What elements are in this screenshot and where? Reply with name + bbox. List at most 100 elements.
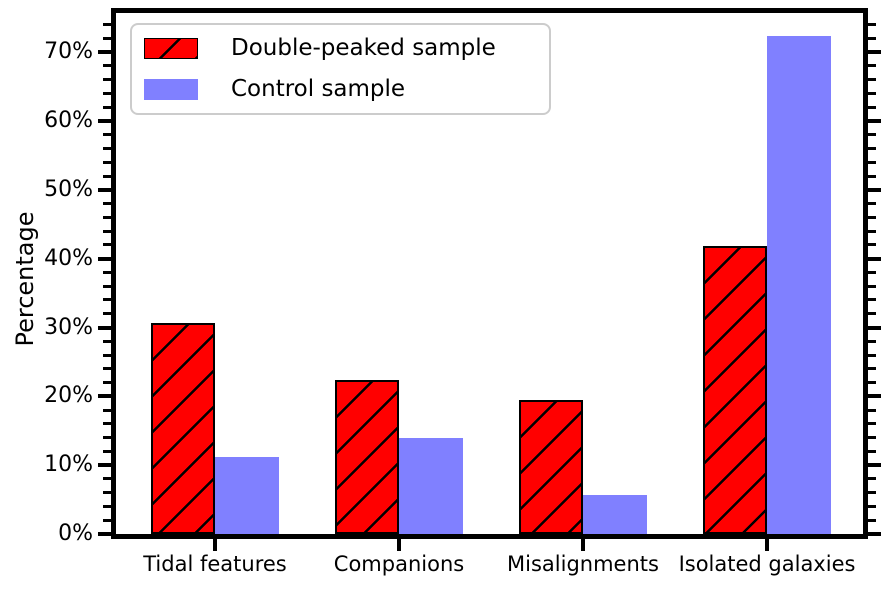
y-major-tick-right: [868, 463, 881, 468]
bar-control-sample-companions: [399, 437, 463, 534]
y-minor-tick-right: [868, 353, 876, 357]
x-tick-label-isolated-galaxies: Isolated galaxies: [678, 552, 856, 576]
y-major-tick-left: [98, 325, 111, 330]
y-tick-label: 50%: [44, 176, 93, 202]
bar-control-sample-tidal-features: [215, 456, 279, 534]
y-major-tick-right: [868, 325, 881, 330]
y-major-tick-left: [98, 394, 111, 399]
bar-double-peaked-sample-companions: [335, 379, 399, 534]
y-minor-tick-right: [868, 160, 876, 164]
y-minor-tick-right: [868, 284, 876, 288]
y-minor-tick-right: [868, 36, 876, 40]
y-major-tick-left: [98, 187, 111, 192]
bar-double-peaked-sample-tidal-features: [151, 323, 215, 534]
y-major-tick-left: [98, 463, 111, 468]
legend-label-control-sample: Control sample: [231, 76, 406, 102]
y-minor-tick-left: [103, 92, 111, 96]
y-minor-tick-right: [868, 477, 876, 481]
x-tick-label-tidal-features: Tidal features: [143, 552, 287, 576]
y-minor-tick-right: [868, 174, 876, 178]
y-major-tick-right: [868, 532, 881, 536]
y-minor-tick-left: [103, 408, 111, 412]
y-minor-tick-left: [103, 339, 111, 343]
y-major-tick-right: [868, 50, 881, 55]
y-minor-tick-right: [868, 105, 876, 109]
bar-control-sample-isolated-galaxies: [767, 36, 831, 534]
y-tick-label: 70%: [44, 39, 93, 65]
y-tick-label: 0%: [58, 521, 93, 546]
x-tick-label-companions: Companions: [333, 552, 465, 576]
bar-double-peaked-sample-misalignments: [519, 400, 583, 534]
y-major-tick-right: [868, 187, 881, 192]
y-minor-tick-left: [103, 36, 111, 40]
y-minor-tick-left: [103, 436, 111, 440]
y-minor-tick-left: [103, 422, 111, 426]
y-minor-tick-right: [868, 147, 876, 151]
y-minor-tick-right: [868, 312, 876, 316]
legend-swatch-control-sample: [144, 79, 198, 100]
y-major-tick-left: [98, 119, 111, 124]
legend-label-double-peaked-sample: Double-peaked sample: [231, 35, 496, 61]
y-minor-tick-left: [103, 353, 111, 357]
y-minor-tick-left: [103, 64, 111, 68]
y-minor-tick-right: [868, 422, 876, 426]
bar-control-sample-misalignments: [583, 495, 647, 534]
y-minor-tick-left: [103, 105, 111, 109]
legend-swatch-double-peaked-sample: [144, 38, 198, 59]
y-minor-tick-right: [868, 92, 876, 96]
legend: Double-peaked sample Control sample: [130, 23, 551, 115]
y-minor-tick-right: [868, 243, 876, 247]
y-minor-tick-right: [868, 449, 876, 453]
y-major-tick-right: [868, 256, 881, 261]
y-minor-tick-right: [868, 215, 876, 219]
y-minor-tick-right: [868, 518, 876, 522]
y-minor-tick-right: [868, 504, 876, 508]
y-minor-tick-right: [868, 133, 876, 137]
y-minor-tick-right: [868, 78, 876, 82]
y-minor-tick-left: [103, 229, 111, 233]
legend-item-control-sample: Control sample: [144, 77, 549, 102]
y-tick-label: 20%: [44, 383, 93, 409]
y-minor-tick-right: [868, 408, 876, 412]
y-minor-tick-left: [103, 23, 111, 27]
y-minor-tick-left: [103, 133, 111, 137]
y-major-tick-left: [98, 50, 111, 55]
legend-item-double-peaked-sample: Double-peaked sample: [144, 36, 549, 61]
y-minor-tick-left: [103, 491, 111, 495]
y-minor-tick-right: [868, 270, 876, 274]
y-minor-tick-left: [103, 284, 111, 288]
y-minor-tick-left: [103, 298, 111, 302]
y-minor-tick-right: [868, 381, 876, 385]
y-minor-tick-left: [103, 381, 111, 385]
y-minor-tick-left: [103, 504, 111, 508]
y-major-tick-right: [868, 394, 881, 399]
y-minor-tick-left: [103, 477, 111, 481]
y-minor-tick-right: [868, 64, 876, 68]
y-minor-tick-left: [103, 270, 111, 274]
y-minor-tick-right: [868, 367, 876, 371]
y-minor-tick-left: [103, 243, 111, 247]
y-minor-tick-right: [868, 298, 876, 302]
y-major-tick-left: [98, 532, 111, 536]
bar-double-peaked-sample-isolated-galaxies: [703, 246, 767, 534]
y-minor-tick-left: [103, 367, 111, 371]
y-tick-label: 40%: [44, 245, 93, 271]
y-minor-tick-right: [868, 23, 876, 27]
x-major-tick: [581, 539, 585, 551]
y-tick-label: 10%: [44, 452, 93, 478]
y-minor-tick-left: [103, 147, 111, 151]
y-tick-label: 60%: [44, 108, 93, 134]
y-minor-tick-right: [868, 229, 876, 233]
y-minor-tick-left: [103, 78, 111, 82]
y-minor-tick-right: [868, 491, 876, 495]
y-minor-tick-left: [103, 312, 111, 316]
x-tick-label-misalignments: Misalignments: [507, 552, 659, 576]
x-major-tick: [397, 539, 401, 551]
y-minor-tick-left: [103, 518, 111, 522]
x-major-tick: [765, 539, 769, 551]
y-major-tick-right: [868, 119, 881, 124]
y-minor-tick-left: [103, 449, 111, 453]
y-minor-tick-left: [103, 215, 111, 219]
y-tick-label: 30%: [44, 314, 93, 340]
